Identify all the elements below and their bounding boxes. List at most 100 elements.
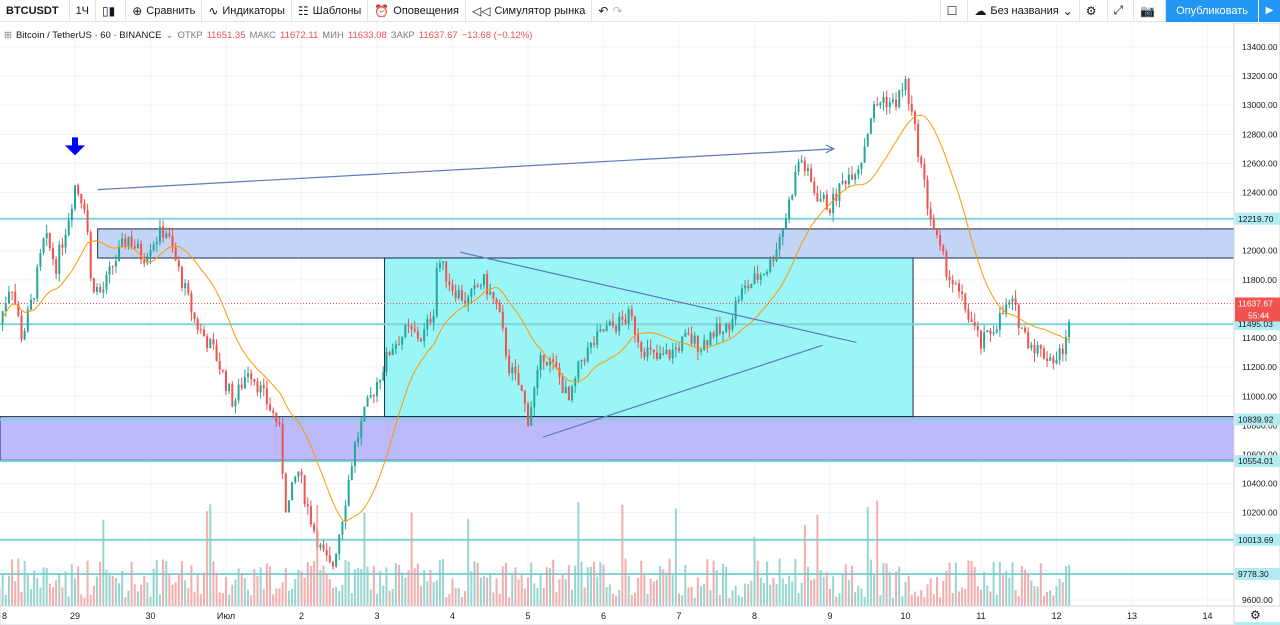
volume-bar [593,561,596,606]
snapshot-button[interactable]: 📷 [1134,0,1167,22]
volume-bar [158,594,161,606]
publish-label: Опубликовать [1176,4,1248,17]
volume-bar [130,561,133,606]
candle-body [23,330,26,340]
volume-bar [486,577,489,606]
volume-bar [898,566,901,606]
axis-settings-gear-icon[interactable]: ⚙ [1250,608,1261,622]
down-arrow-marker-icon [65,137,85,156]
price-level-label: 9778.30 [1238,569,1269,579]
symbol-title[interactable]: Bitcoin / TetherUS · 60 · BINANCE [15,30,162,41]
volume-bar [316,504,319,606]
volume-bar [1027,573,1030,606]
price-level-label: 10554.01 [1238,456,1274,466]
resistance-zone [97,228,1235,259]
candle-body [687,332,690,335]
candle-body [668,349,671,359]
candle-body [523,391,526,404]
candle-body [948,276,951,281]
undo-button[interactable]: ↶ ↷ [592,0,632,22]
candle-body [866,133,869,147]
candle-body [539,354,542,371]
volume-bar [221,593,224,606]
candle-body [454,290,457,299]
volume-bar [256,576,259,606]
volume-bar [234,579,237,606]
volume-bar [20,591,23,606]
indicators-label: Индикаторы [222,4,285,17]
candle-body [341,521,344,535]
candle-body [51,248,54,260]
candle-body [728,324,731,330]
candle-body [816,193,819,202]
settings-button[interactable]: ⚙ [1080,0,1108,22]
candle-body [797,162,800,172]
volume-bar [0,588,1,606]
candle-body [420,338,423,342]
fullscreen-layout-button[interactable]: ☐ [939,0,969,22]
candle-body [99,286,102,293]
candle-body [533,387,536,408]
volume-bar [445,597,448,606]
chart-style-button[interactable]: ▯▮ [96,0,127,22]
alerts-button[interactable]: ⏰ Оповещения [368,0,466,22]
candle-body [105,274,108,290]
candle-body [879,102,882,106]
volume-bar [231,584,234,606]
symbol-search-button[interactable]: BTCUSDT [0,0,70,22]
volume-bar [674,508,677,606]
candle-body [678,347,680,351]
volume-bar [957,591,960,606]
volume-bar [797,593,800,606]
candle-body [114,261,117,267]
volume-bar [942,580,945,606]
candle-body [1005,304,1008,315]
candle-body [1055,359,1058,364]
candle-body [917,124,920,158]
volume-bar [55,580,58,606]
volume-bar [615,595,618,606]
fullscreen-button[interactable]: ⤢ [1108,0,1135,22]
interval-button[interactable]: 1Ч [70,0,97,22]
candle-body [863,146,866,163]
candle-body [800,160,803,163]
volume-bar [199,594,202,606]
candle-body [492,291,495,299]
volume-bar [155,560,158,606]
candle-body [86,210,89,233]
candle-body [61,244,64,248]
time-tick-label: 8 [2,611,7,621]
volume-bar [398,564,401,606]
candle-body [671,349,674,359]
candle-body [407,325,410,327]
candle-body [643,351,646,358]
volume-bar [29,589,32,606]
change-value: −13.68 (−0.12%) [461,30,533,41]
candle-body [825,194,828,210]
publish-button[interactable]: Опубликовать [1166,0,1258,22]
volume-bar [495,578,498,606]
arrow-trendline [97,148,834,191]
candle-body [209,339,212,349]
candle-body [998,312,1001,330]
time-tick-label: 2 [299,611,304,621]
volume-bar [291,588,294,606]
volume-bar [740,597,743,606]
play-button[interactable]: ▶ [1258,0,1280,22]
candle-body [838,183,841,202]
volume-bar [558,579,561,606]
candle-body [391,348,394,356]
volume-bar [228,594,231,606]
compare-button[interactable]: ⊕ Сравнить [126,0,203,22]
price-chart[interactable]: 13400.00 13200.00 13000.00 12800.00 12600.00… [0,23,1280,625]
candle-body [451,284,454,291]
indicators-button[interactable]: ∿ Индикаторы [202,0,292,22]
volume-bar [693,597,696,606]
layout-name-button[interactable]: ☁ Без названия ⌄ [968,0,1080,22]
replay-button[interactable]: ◁◁ Симулятор рынка [466,0,593,22]
candle-body [259,385,262,393]
templates-button[interactable]: ☷ Шаблоны [292,0,369,22]
volume-bar [1008,577,1011,606]
volume-bar [479,577,482,606]
volume-bar [778,558,781,606]
